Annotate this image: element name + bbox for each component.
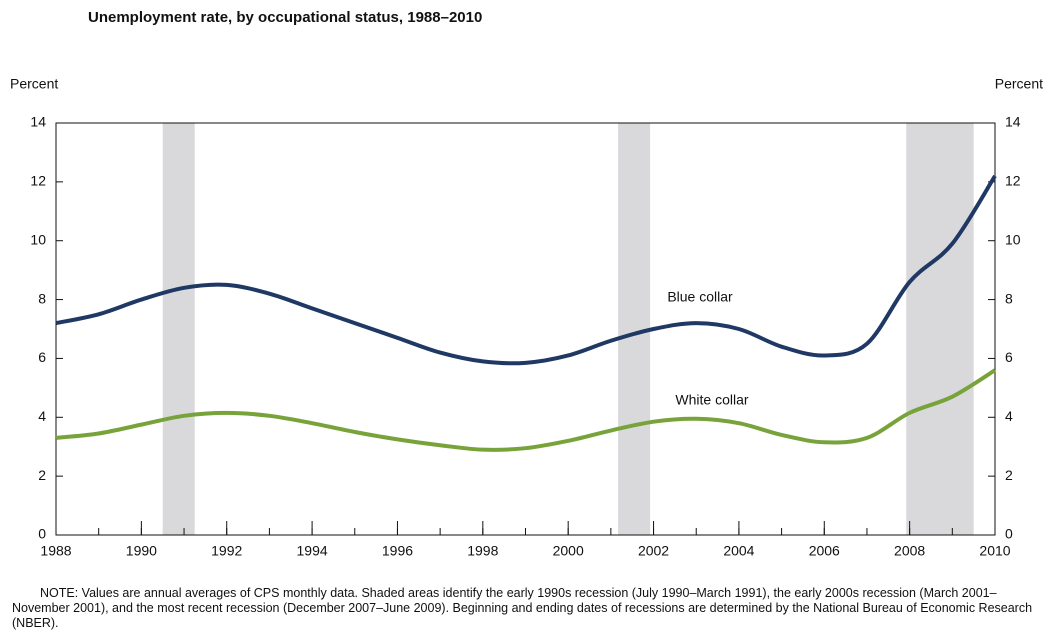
y2-tick-label: 14 xyxy=(1005,114,1021,130)
series-line xyxy=(55,368,997,452)
x-tick-label: 2010 xyxy=(979,543,1010,559)
y2-tick-label: 10 xyxy=(1005,231,1021,247)
x-tick-label: 2000 xyxy=(553,543,584,559)
y-tick-label: 0 xyxy=(38,526,46,542)
x-tick-label: 2002 xyxy=(638,543,669,559)
y-tick-label: 2 xyxy=(38,467,46,483)
plot-frame xyxy=(55,122,996,536)
y2-tick-label: 12 xyxy=(1005,173,1021,189)
y-tick-label: 14 xyxy=(30,114,46,130)
y-tick-label: 10 xyxy=(30,231,46,247)
x-tick-label: 2004 xyxy=(723,543,754,559)
recession-band xyxy=(162,123,195,535)
y-tick-label: 4 xyxy=(38,408,46,424)
x-tick-label: 1998 xyxy=(467,543,498,559)
x-tick-label: 2006 xyxy=(809,543,840,559)
x-tick-label: 2008 xyxy=(894,543,925,559)
y-tick-label: 8 xyxy=(38,290,46,306)
y2-tick-label: 0 xyxy=(1005,526,1013,542)
y2-axis-label: Percent xyxy=(995,76,1043,92)
recession-band xyxy=(906,123,974,535)
y-axis-label: Percent xyxy=(10,76,58,92)
chart-title: Unemployment rate, by occupational statu… xyxy=(88,9,482,26)
y-tick-label: 12 xyxy=(30,173,46,189)
series-label: White collar xyxy=(675,392,748,408)
series-line xyxy=(55,174,997,366)
chart: Unemployment rate, by occupational statu… xyxy=(10,9,1043,559)
series-label: Blue collar xyxy=(667,289,733,305)
note: NOTE: Values are annual averages of CPS … xyxy=(12,586,1033,630)
y2-tick-label: 8 xyxy=(1005,290,1013,306)
y2-tick-label: 6 xyxy=(1005,349,1013,365)
y2-tick-label: 2 xyxy=(1005,467,1013,483)
x-tick-label: 1996 xyxy=(382,543,413,559)
y2-tick-label: 4 xyxy=(1005,408,1013,424)
x-tick-label: 1988 xyxy=(40,543,71,559)
y-tick-label: 6 xyxy=(38,349,46,365)
x-tick-label: 1992 xyxy=(211,543,242,559)
x-tick-label: 1994 xyxy=(297,543,328,559)
x-tick-label: 1990 xyxy=(126,543,157,559)
